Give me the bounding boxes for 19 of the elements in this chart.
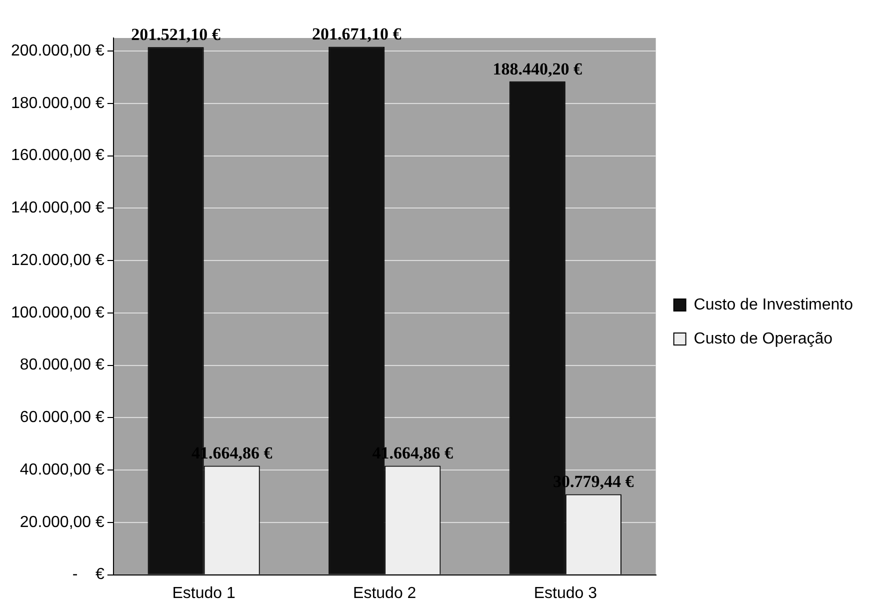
y-tick-label: 200.000,00 € xyxy=(11,42,105,60)
y-tick-label: 100.000,00 € xyxy=(11,304,105,322)
legend-label: Custo de Investimento xyxy=(694,296,854,314)
y-tick-label: 20.000,00 € xyxy=(20,514,105,531)
data-label: 188.440,20 € xyxy=(492,59,583,78)
y-tick-label: - € xyxy=(72,566,105,584)
y-tick-label: 180.000,00 € xyxy=(11,94,105,112)
x-tick-label: Estudo 1 xyxy=(172,584,236,602)
y-tick-label: 40.000,00 € xyxy=(20,461,105,478)
legend-label: Custo de Operação xyxy=(694,330,833,348)
data-label: 201.521,10 € xyxy=(131,25,221,44)
data-label: 201.671,10 € xyxy=(312,24,402,44)
y-tick-label: 60.000,00 € xyxy=(20,409,105,426)
y-tick-label: 80.000,00 € xyxy=(20,356,105,374)
x-tick-label: Estudo 3 xyxy=(534,584,598,602)
y-tick-label: 120.000,00 € xyxy=(11,252,105,269)
y-tick-label: 160.000,00 € xyxy=(11,147,105,164)
y-tick-label: 140.000,00 € xyxy=(11,200,105,217)
x-tick-label: Estudo 2 xyxy=(353,584,416,602)
